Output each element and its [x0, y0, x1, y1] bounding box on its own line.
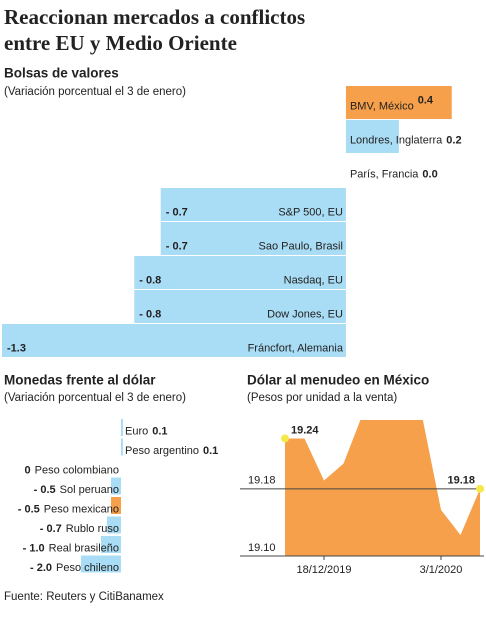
bar — [2, 324, 346, 357]
value-label: - 1.0 — [23, 542, 45, 554]
bar-label: Peso argentino — [125, 445, 199, 457]
bar-label: Sol peruano — [60, 484, 119, 496]
value-label: 0.1 — [152, 425, 167, 437]
chart-subtitle: (Variación porcentual el 3 de enero) — [4, 392, 186, 404]
bar — [121, 438, 123, 456]
bar-label: París, Francia — [350, 168, 419, 180]
chart-subtitle: (Variación porcentual el 3 de enero) — [4, 86, 186, 98]
bar — [107, 516, 121, 534]
value-label: - 0.8 — [139, 308, 161, 320]
value-label: - 0.7 — [166, 206, 188, 218]
x-tick-label: 3/1/2020 — [420, 564, 463, 576]
y-tick-label: 19.18 — [248, 475, 276, 487]
bar — [111, 477, 121, 495]
value-label: -1.3 — [7, 342, 26, 354]
bar-label: Nasdaq, EU — [284, 274, 343, 286]
value-label: - 0.8 — [139, 274, 161, 286]
bar-label: Rublo ruso — [66, 523, 119, 535]
value-label: - 2.0 — [30, 562, 52, 574]
value-label: - 0.5 — [34, 484, 56, 496]
value-label: - 0.5 — [18, 503, 40, 515]
bar — [134, 290, 346, 323]
bar-label: Euro — [125, 425, 148, 437]
bar-label: Fráncfort, Alemania — [248, 342, 344, 354]
marker — [281, 434, 289, 443]
bar — [345, 86, 452, 119]
bar-label: Londres, Inglaterra — [350, 134, 443, 146]
value-label: - 0.7 — [166, 240, 188, 252]
value-label: 0.4 — [418, 94, 434, 106]
bar-label: Real brasileño — [49, 542, 119, 554]
bar — [121, 419, 123, 436]
title: Reaccionan mercados a conflictos entre E… — [4, 5, 306, 55]
bar — [160, 188, 346, 221]
area — [285, 420, 480, 556]
chart-title: Bolsas de valores — [4, 66, 119, 81]
chart-subtitle: (Pesos por unidad a la venta) — [247, 392, 397, 404]
bar — [160, 222, 346, 255]
bar-label: Peso chileno — [56, 562, 119, 574]
value-label: 0.0 — [422, 168, 437, 180]
bar-label: Dow Jones, EU — [267, 308, 343, 320]
value-label: 0.2 — [446, 134, 461, 146]
chart-title: Monedas frente al dólar — [4, 373, 156, 388]
bar — [101, 536, 121, 553]
bar — [111, 497, 121, 514]
y-tick-label: 19.10 — [248, 542, 276, 554]
chart-title: Dólar al menudeo en México — [247, 373, 429, 388]
value-label: 19.18 — [447, 475, 475, 487]
bar — [134, 256, 346, 289]
value-label: 0 — [24, 464, 30, 476]
bar-label: Peso colombiano — [35, 464, 119, 476]
bar — [81, 555, 121, 573]
bar-label: Sao Paulo, Brasil — [259, 240, 343, 252]
value-label: - 0.7 — [40, 523, 62, 535]
bar-label: Peso mexicano — [44, 503, 119, 515]
bar — [345, 120, 399, 153]
x-tick-label: 18/12/2019 — [296, 564, 351, 576]
bar-label: S&P 500, EU — [278, 206, 343, 218]
bar-label: BMV, México — [350, 100, 414, 112]
value-label: 0.1 — [203, 445, 218, 457]
marker — [476, 484, 484, 493]
source: Fuente: Reuters y CitiBanamex — [4, 591, 164, 603]
value-label: 19.24 — [291, 424, 319, 436]
